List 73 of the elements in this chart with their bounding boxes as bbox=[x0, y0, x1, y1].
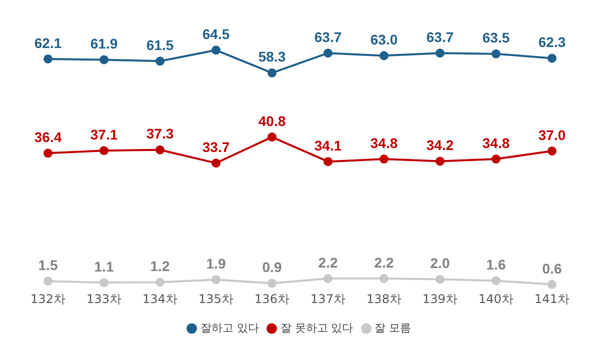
data-label: 37.1 bbox=[90, 126, 118, 142]
point bbox=[100, 55, 108, 64]
data-label: 61.9 bbox=[90, 36, 118, 52]
point bbox=[44, 54, 52, 64]
data-label: 2.2 bbox=[374, 254, 394, 270]
data-label: 34.1 bbox=[314, 137, 342, 154]
x-tick-label: 137차 bbox=[310, 292, 346, 306]
data-label: 1.2 bbox=[150, 258, 170, 274]
data-label: 58.3 bbox=[258, 48, 286, 65]
data-label: 33.7 bbox=[202, 138, 230, 155]
point bbox=[548, 280, 556, 289]
data-label: 34.8 bbox=[482, 134, 510, 151]
data-label: 1.9 bbox=[206, 255, 226, 272]
point bbox=[492, 276, 500, 286]
point bbox=[156, 56, 164, 66]
data-label: 34.8 bbox=[370, 134, 398, 151]
point bbox=[548, 146, 556, 156]
data-label: 61.5 bbox=[146, 37, 174, 54]
data-label: 36.4 bbox=[34, 129, 62, 146]
x-tick-label: 141차 bbox=[534, 292, 570, 306]
data-label: 63.5 bbox=[482, 30, 510, 46]
legend-label: 잘 못하고 있다 bbox=[280, 321, 354, 334]
point bbox=[212, 275, 220, 284]
point bbox=[100, 146, 108, 156]
point bbox=[212, 158, 220, 168]
x-tick-label: 136차 bbox=[254, 292, 290, 306]
x-tick-label: 139차 bbox=[422, 292, 458, 306]
point bbox=[156, 278, 164, 287]
point bbox=[548, 54, 556, 63]
data-label: 1.1 bbox=[94, 258, 114, 274]
data-label: 64.5 bbox=[202, 26, 230, 42]
point bbox=[100, 278, 108, 288]
data-label: 62.1 bbox=[34, 34, 62, 51]
x-tick-label: 133차 bbox=[86, 292, 122, 306]
point bbox=[492, 154, 500, 164]
point bbox=[380, 154, 388, 164]
x-tick-label: 135차 bbox=[198, 292, 234, 306]
data-label: 0.6 bbox=[542, 260, 562, 276]
x-tick-label: 138차 bbox=[366, 292, 402, 306]
point bbox=[324, 274, 332, 284]
point bbox=[380, 274, 388, 284]
data-label: 2.0 bbox=[430, 255, 450, 272]
data-label: 37.3 bbox=[146, 126, 174, 142]
point bbox=[324, 48, 332, 58]
point bbox=[492, 49, 500, 58]
x-tick-label: 140차 bbox=[478, 292, 514, 306]
point bbox=[212, 46, 220, 55]
data-label: 1.5 bbox=[38, 256, 58, 273]
data-label: 37.0 bbox=[538, 126, 566, 143]
data-label: 63.0 bbox=[370, 32, 398, 48]
legend-label: 잘하고 있다 bbox=[200, 321, 259, 334]
x-tick-label: 132차 bbox=[30, 292, 66, 306]
point bbox=[268, 132, 276, 142]
x-tick-label: 134차 bbox=[142, 292, 178, 306]
point bbox=[436, 274, 444, 284]
point bbox=[44, 276, 52, 286]
data-label: 1.6 bbox=[486, 256, 506, 273]
point bbox=[324, 157, 332, 166]
data-label: 63.7 bbox=[314, 28, 342, 45]
point bbox=[156, 145, 164, 154]
point bbox=[436, 156, 444, 166]
data-label: 34.2 bbox=[426, 137, 454, 154]
point bbox=[268, 278, 276, 288]
legend-label: 잘 모름 bbox=[374, 321, 412, 334]
data-label: 63.7 bbox=[426, 28, 454, 45]
data-label: 40.8 bbox=[258, 112, 286, 129]
data-label: 2.2 bbox=[318, 254, 338, 270]
point bbox=[436, 48, 444, 58]
point bbox=[380, 51, 388, 60]
data-label: 0.9 bbox=[262, 259, 282, 276]
data-label: 62.3 bbox=[538, 34, 566, 50]
point bbox=[268, 68, 276, 78]
point bbox=[44, 148, 52, 158]
